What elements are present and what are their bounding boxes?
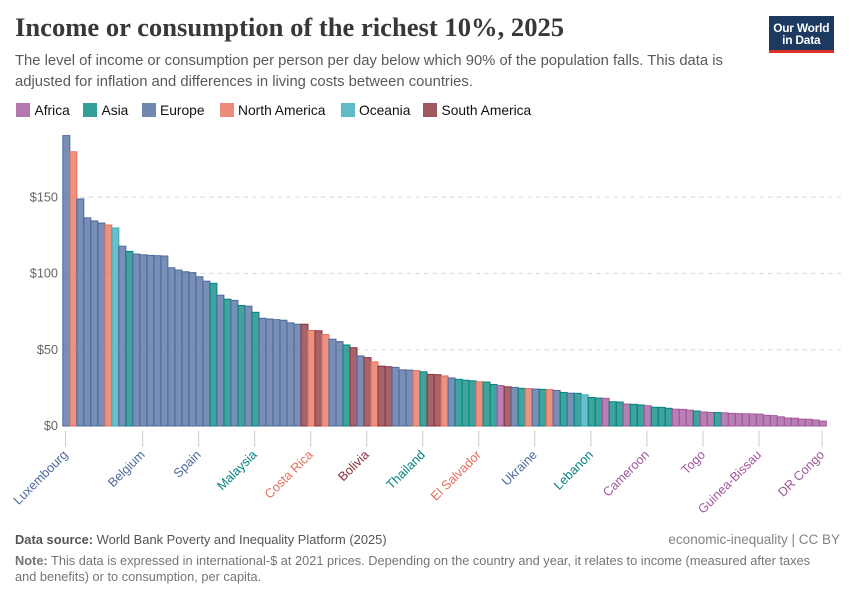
- svg-text:Cameroon: Cameroon: [600, 448, 652, 500]
- svg-text:Bolivia: Bolivia: [335, 447, 372, 484]
- svg-text:Belgium: Belgium: [105, 448, 147, 490]
- svg-text:Spain: Spain: [171, 448, 204, 481]
- svg-text:DR Congo: DR Congo: [775, 448, 827, 500]
- svg-text:$150: $150: [30, 190, 58, 204]
- svg-text:Togo: Togo: [679, 448, 708, 477]
- svg-text:$100: $100: [30, 267, 58, 281]
- svg-text:Thailand: Thailand: [384, 448, 428, 492]
- svg-text:Malaysia: Malaysia: [214, 447, 260, 493]
- svg-text:$50: $50: [37, 343, 58, 357]
- svg-text:El Salvador: El Salvador: [428, 447, 484, 503]
- svg-text:Ukraine: Ukraine: [499, 448, 540, 489]
- svg-text:Luxembourg: Luxembourg: [11, 448, 71, 508]
- svg-text:Costa Rica: Costa Rica: [262, 447, 316, 501]
- svg-text:Lebanon: Lebanon: [551, 448, 596, 493]
- svg-text:$0: $0: [44, 419, 58, 433]
